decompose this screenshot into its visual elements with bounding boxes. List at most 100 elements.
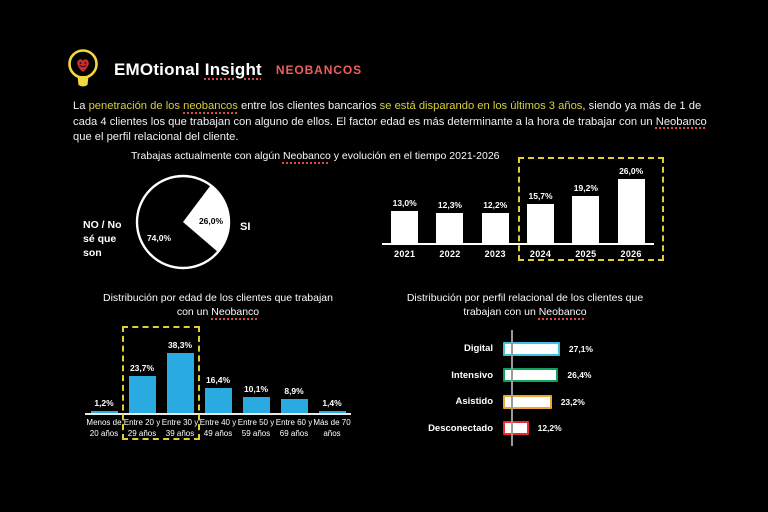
text-segment: La bbox=[73, 100, 89, 112]
profile-row-asistido: Asistido 23,2% bbox=[395, 388, 655, 415]
x-tick-label: Entre 20 y 29 años bbox=[123, 418, 161, 438]
profile-category-label: Digital bbox=[463, 343, 493, 355]
profile-value-label: 23,2% bbox=[560, 396, 585, 407]
age-distribution-bar-bar-group-4: 10,1% bbox=[237, 384, 275, 414]
bar-value-label: 12,2% bbox=[483, 200, 508, 210]
text-segment: Neobanco bbox=[655, 115, 707, 128]
age-distribution-chart: Distribución por edad de los clientes qu… bbox=[85, 291, 351, 441]
x-tick-label: 2022 bbox=[439, 249, 461, 259]
age-highlight-box bbox=[122, 326, 200, 441]
x-tick-label: Entre 60 y 69 años bbox=[275, 418, 313, 438]
bar-value-label: 23,7% bbox=[129, 363, 155, 374]
age-distribution-bar-bar-group-6: 1,4% bbox=[313, 398, 351, 414]
bar bbox=[527, 204, 555, 243]
text-segment: penetración de los bbox=[88, 100, 184, 112]
bar bbox=[617, 179, 645, 243]
age-chart-title: Distribución por edad de los clientes qu… bbox=[85, 291, 351, 319]
text-segment: Insight bbox=[204, 60, 262, 79]
bar bbox=[280, 399, 308, 414]
bar-value-label: 19,2% bbox=[573, 182, 598, 193]
bar-value-label: 1,2% bbox=[94, 398, 114, 409]
age-distribution-bar-bar-group-2: 38,3% bbox=[161, 340, 199, 414]
x-tick-label: 2021 bbox=[394, 249, 416, 259]
text-segment: neobancos bbox=[183, 100, 238, 112]
bar bbox=[481, 213, 509, 243]
profile-bar bbox=[503, 421, 529, 436]
bar-value-label: 26,0% bbox=[619, 166, 644, 176]
text-segment: entre los clientes bancarios bbox=[237, 100, 380, 112]
bar-value-label: 38,3% bbox=[167, 340, 193, 351]
age-distribution-bar-bar-group-3: 16,4% bbox=[199, 375, 237, 414]
pie-value-no: 74,0% bbox=[146, 233, 172, 243]
profile-category-label: Desconectado bbox=[428, 422, 493, 434]
bar bbox=[391, 211, 419, 243]
lightbulb-heart-logo-icon bbox=[68, 49, 98, 87]
usage-section-title: Trabajas actualmente con algún Neobanco … bbox=[131, 150, 500, 162]
text-segment: se está disparando en los últimos 3 años bbox=[379, 100, 583, 112]
x-tick-label: 2026 bbox=[620, 249, 642, 259]
header: EMOtional Insight NEOBANCOS bbox=[62, 46, 362, 94]
pie-label-si: SI bbox=[240, 221, 251, 233]
profile-bar bbox=[503, 341, 560, 356]
profile-value-label: 27,1% bbox=[568, 343, 593, 354]
bar bbox=[436, 212, 464, 243]
bar bbox=[128, 376, 156, 414]
age-title-line1: Distribución por edad de los clientes qu… bbox=[85, 291, 351, 305]
neobanco-evolution-bar-bar-group-2: 12,2% bbox=[473, 200, 518, 243]
profile-category-label: Intensivo bbox=[451, 369, 493, 381]
pie-label-no: NO / No sé que son bbox=[83, 219, 122, 259]
profile-bar bbox=[503, 368, 559, 383]
profile-y-axis bbox=[511, 330, 513, 447]
text-segment: Distribución por edad de los clientes qu… bbox=[103, 292, 333, 304]
text-segment: Neobanco bbox=[282, 150, 331, 162]
x-tick-label: Entre 40 y 49 años bbox=[199, 418, 237, 438]
x-tick-label: Entre 50 y 59 años bbox=[237, 418, 275, 438]
neobanco-evolution-bar-bar-group-4: 19,2% bbox=[563, 183, 608, 243]
bar bbox=[318, 411, 346, 414]
evolution-bar-chart: 13,0% 12,3% 12,2% 15,7% 19,2% 26,0% 2021 2022 2… bbox=[382, 157, 664, 261]
text-segment: y evolución en el tiempo 2021-2026 bbox=[330, 150, 500, 162]
bar bbox=[90, 411, 118, 414]
text-segment: Trabajas actualmente con algún bbox=[131, 150, 283, 162]
age-title-line2: con un Neobanco bbox=[85, 305, 351, 319]
bar bbox=[242, 397, 270, 414]
bar-value-label: 13,0% bbox=[392, 198, 417, 208]
x-tick-label: Entre 30 y 39 años bbox=[161, 418, 199, 438]
bar-value-label: 12,3% bbox=[437, 199, 462, 210]
bar-value-label: 1,4% bbox=[322, 398, 342, 409]
bar bbox=[572, 195, 600, 243]
bar-value-label: 16,4% bbox=[205, 374, 231, 385]
bar-value-label: 15,7% bbox=[528, 191, 553, 202]
profile-row-intensivo: Intensivo 26,4% bbox=[395, 362, 655, 389]
profile-bar bbox=[503, 394, 552, 409]
x-tick-label: Más de 70 años bbox=[313, 418, 351, 438]
relational-profile-chart: Distribución por perfil relacional de lo… bbox=[395, 291, 655, 447]
x-tick-label: Menos de 20 años bbox=[86, 418, 122, 438]
text-segment: con un bbox=[176, 306, 212, 319]
age-distribution-bar-bar-group-0: 1,2% bbox=[85, 398, 123, 414]
profile-chart-title: Distribución por perfil relacional de lo… bbox=[395, 291, 655, 319]
text-segment: Neobanco bbox=[538, 306, 587, 319]
profile-title-line1: Distribución por perfil relacional de lo… bbox=[395, 291, 655, 305]
profile-row-desconectado: Desconectado 12,2% bbox=[395, 415, 655, 442]
neobanco-evolution-bar-bar-group-1: 12,3% bbox=[427, 200, 472, 243]
profile-title-line2: trabajan con un Neobanco bbox=[395, 305, 655, 319]
x-tick-label: 2025 bbox=[575, 249, 597, 259]
profile-row-digital: Digital 27,1% bbox=[395, 335, 655, 362]
bar bbox=[204, 387, 232, 414]
age-x-axis bbox=[85, 413, 351, 416]
profile-value-label: 26,4% bbox=[567, 370, 592, 381]
pie-value-si: 26,0% bbox=[198, 216, 224, 226]
text-segment: EMOtional bbox=[114, 60, 205, 79]
age-distribution-bar-bar-group-1: 23,7% bbox=[123, 363, 161, 414]
neobanco-evolution-bar-bar-group-5: 26,0% bbox=[608, 166, 653, 243]
bar bbox=[166, 353, 194, 414]
text-segment: Neobanco bbox=[211, 306, 260, 319]
brand-tag: NEOBANCOS bbox=[275, 63, 363, 77]
profile-value-label: 12,2% bbox=[537, 423, 562, 434]
evolution-highlight-box bbox=[518, 157, 664, 261]
brand-title: EMOtional Insight bbox=[114, 60, 262, 80]
age-chart-plot: 1,2% 23,7% 38,3% 16,4% 10,1% 8,9% 1,4% Menos d… bbox=[85, 326, 351, 441]
text-segment: trabajan con un bbox=[463, 306, 539, 319]
